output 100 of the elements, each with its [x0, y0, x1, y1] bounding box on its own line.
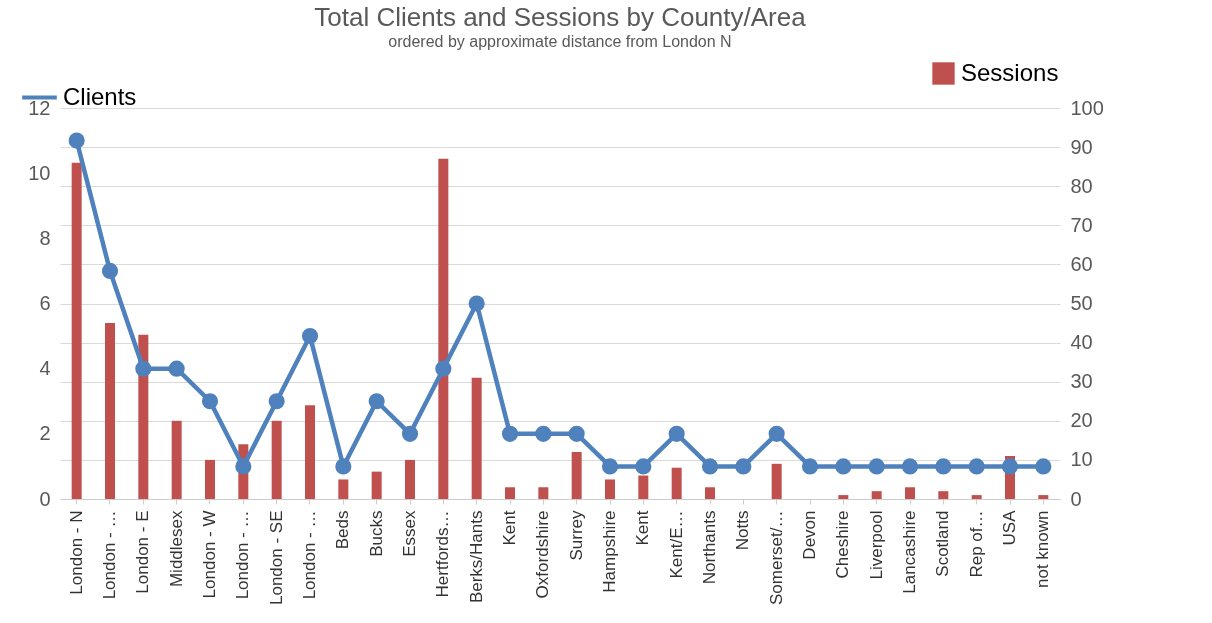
x-tick-label: Middlesex	[166, 510, 186, 588]
point	[235, 458, 252, 475]
bar	[671, 467, 682, 499]
chart-subtitle: ordered by approximate distance from London N	[388, 33, 732, 50]
point	[835, 458, 852, 475]
y2-tick-label: 70	[1070, 213, 1093, 236]
bar	[938, 491, 949, 499]
x-tick-label: Cheshire	[833, 510, 853, 579]
bar	[271, 420, 282, 499]
x-tick-label: Liverpool	[866, 510, 886, 580]
point	[935, 458, 952, 475]
x-tick-label: London - E	[133, 510, 153, 594]
point	[768, 425, 785, 442]
x-tick-label: Hampshire	[600, 510, 619, 593]
point	[601, 458, 619, 475]
x-tick-label: Bucks	[366, 510, 386, 557]
x-tick-label: Oxfordshire	[533, 510, 553, 599]
y2-tick-label: 0	[1070, 487, 1082, 510]
x-tick-label: not known	[1033, 510, 1053, 588]
x-tick-label: Somerset/…	[766, 510, 786, 605]
x-tick-label: Kent	[500, 510, 519, 546]
y2-tick-label: 80	[1070, 174, 1093, 197]
point	[1001, 458, 1019, 475]
x-tick-label: Rep of…	[966, 510, 986, 578]
point	[968, 458, 985, 475]
point	[635, 458, 652, 475]
point	[101, 262, 119, 279]
y2-tick-label: 20	[1070, 409, 1093, 432]
y2-tick-label: 30	[1070, 370, 1093, 393]
x-tick-label: London - W	[200, 510, 219, 599]
point	[501, 425, 519, 442]
bar	[771, 463, 782, 499]
x-tick-label: Scotland	[933, 510, 953, 577]
x-tick-label: London - …	[300, 510, 319, 600]
point	[201, 393, 219, 410]
point	[435, 360, 452, 377]
x-tick-label: Devon	[800, 510, 819, 560]
bar	[205, 459, 215, 499]
x-tick-label: Essex	[400, 510, 419, 557]
point	[1035, 458, 1052, 475]
y-tick-label: 12	[28, 96, 51, 119]
point	[735, 458, 752, 475]
y-tick-label: 0	[39, 487, 51, 510]
bar	[105, 323, 115, 499]
x-tick-label: London - N	[66, 510, 86, 595]
y2-tick-label: 10	[1070, 448, 1093, 471]
bar	[471, 377, 482, 499]
point	[901, 458, 919, 475]
point	[301, 328, 319, 345]
legend-label: Sessions	[961, 58, 1059, 86]
point	[535, 425, 552, 442]
x-tick-label: Northants	[700, 510, 719, 585]
bar	[71, 162, 82, 499]
x-tick-label: Berks/Hants	[466, 510, 486, 604]
bar	[405, 459, 415, 499]
point	[701, 458, 719, 475]
x-tick-label: London - …	[100, 510, 119, 600]
y-tick-label: 10	[28, 161, 51, 184]
point	[468, 295, 485, 312]
y2-tick-label: 90	[1070, 135, 1093, 158]
point	[568, 425, 585, 442]
x-tick-label: Hertfords…	[433, 510, 453, 598]
legend-label: Clients	[63, 82, 137, 110]
y-tick-label: 2	[39, 422, 51, 445]
bar	[305, 405, 315, 499]
bar	[605, 479, 615, 499]
y2-tick-label: 100	[1070, 96, 1104, 119]
point	[168, 360, 185, 377]
bar	[905, 487, 915, 499]
point	[401, 425, 419, 442]
y2-tick-label: 50	[1070, 292, 1093, 314]
point	[801, 458, 819, 475]
point	[335, 458, 352, 475]
bar	[838, 495, 849, 499]
y-tick-label: 6	[39, 292, 51, 314]
bar	[338, 479, 349, 499]
point	[135, 360, 152, 377]
bar	[505, 487, 515, 499]
y2-tick-label: 40	[1070, 331, 1093, 354]
y-tick-label: 8	[39, 226, 51, 249]
x-tick-label: Lancashire	[900, 510, 919, 594]
x-tick-label: USA	[1000, 509, 1019, 546]
bar	[705, 487, 715, 499]
bar	[438, 158, 449, 499]
y2-tick-label: 60	[1070, 252, 1093, 275]
x-tick-label: London - SE	[266, 510, 286, 606]
x-tick-label: Beds	[333, 510, 353, 550]
y-tick-label: 4	[39, 357, 51, 380]
bar	[571, 452, 582, 499]
bar	[371, 471, 382, 499]
x-tick-label: Kent	[633, 510, 653, 546]
point	[368, 393, 385, 410]
x-tick-label: Notts	[733, 510, 753, 551]
bar	[171, 420, 182, 499]
chart-title: Total Clients and Sessions by County/Area	[314, 2, 807, 32]
bar	[638, 475, 649, 499]
bar	[1038, 495, 1049, 499]
bar	[871, 491, 882, 499]
bar	[538, 487, 549, 499]
point	[68, 132, 85, 149]
